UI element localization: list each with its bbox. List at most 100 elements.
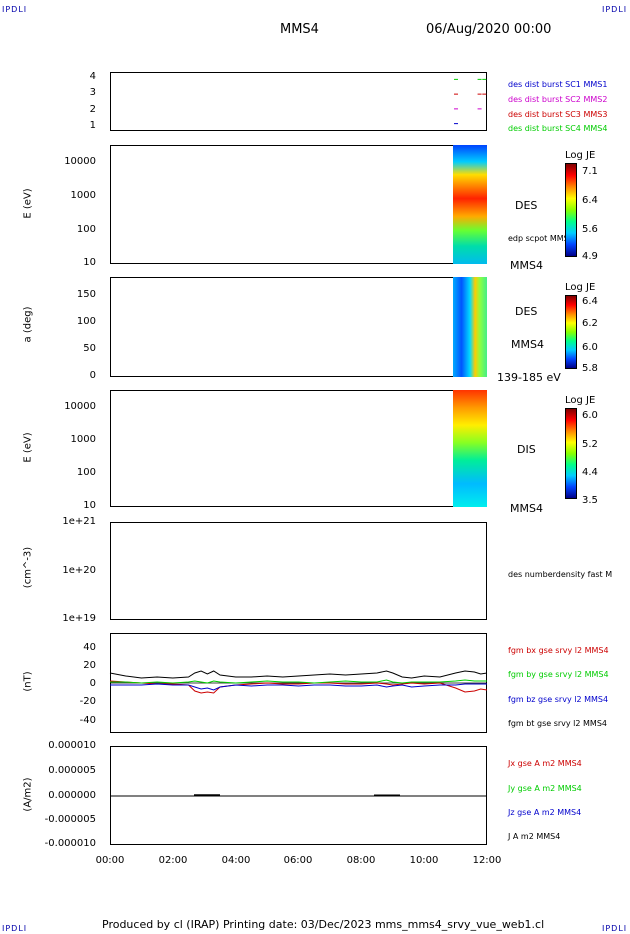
current-ytick: -0.000005 bbox=[44, 814, 96, 825]
dis-energy-panel bbox=[110, 390, 487, 507]
des-pitch-ytick: 150 bbox=[76, 289, 96, 300]
fgm-legend-bt: fgm bt gse srvy l2 MMS4 bbox=[508, 719, 607, 728]
x-tick: 10:00 bbox=[409, 855, 439, 866]
dis-energy-sc-label: MMS4 bbox=[510, 502, 543, 515]
corner-label-tl: IPDLI bbox=[2, 5, 28, 14]
current-ytick: 0.000000 bbox=[48, 790, 96, 801]
dis-energy-ytick: 10 bbox=[83, 500, 96, 511]
des-energy-panel bbox=[110, 145, 487, 264]
fgm-ytick: 0 bbox=[89, 678, 96, 689]
density-ytick: 1e+21 bbox=[62, 516, 96, 527]
availability-ytick: 2 bbox=[89, 104, 96, 115]
dis-energy-label: DIS bbox=[517, 443, 536, 456]
fgm-lines bbox=[109, 670, 488, 694]
current-legend-j: J A m2 MMS4 bbox=[508, 832, 561, 841]
corner-label-bl: IPDLI bbox=[2, 924, 28, 933]
des-energy-ytick: 10000 bbox=[64, 156, 96, 167]
des-pitch-cb-tick: 5.8 bbox=[582, 363, 598, 374]
legend-mms2: des dist burst SC2 MMS2 bbox=[508, 95, 608, 104]
dis-energy-cb-tick: 5.2 bbox=[582, 439, 598, 450]
fgm-legend-bz: fgm bz gse srvy l2 MMS4 bbox=[508, 695, 609, 704]
current-lines bbox=[110, 794, 487, 797]
corner-label-tr: IPDLI bbox=[602, 5, 628, 14]
legend-mms3: des dist burst SC3 MMS3 bbox=[508, 110, 608, 119]
availability-marks bbox=[454, 78, 487, 125]
fgm-legend-by: fgm by gse srvy l2 MMS4 bbox=[508, 670, 609, 679]
availability-ytick: 1 bbox=[89, 120, 96, 131]
dis-energy-colorbar bbox=[565, 408, 577, 499]
spacecraft-title: MMS4 bbox=[280, 22, 319, 37]
des-energy-ytick: 100 bbox=[76, 224, 96, 235]
corner-label-br: IPDLI bbox=[602, 924, 628, 933]
des-energy-cb-title: Log JE bbox=[565, 150, 596, 161]
des-pitch-colorbar bbox=[565, 295, 577, 369]
dis-energy-cb-title: Log JE bbox=[565, 395, 596, 406]
des-energy-cb-tick: 6.4 bbox=[582, 195, 598, 206]
dis-energy-ylabel: E (eV) bbox=[22, 432, 34, 463]
availability-panel bbox=[110, 72, 487, 131]
des-energy-colorbar bbox=[565, 163, 577, 257]
des-energy-sc-label: MMS4 bbox=[510, 259, 543, 272]
dis-energy-cb-tick: 6.0 bbox=[582, 410, 598, 421]
dis-energy-cb-tick: 4.4 bbox=[582, 467, 598, 478]
des-pitch-sc-label: MMS4 bbox=[511, 338, 544, 351]
fgm-series-line bbox=[109, 670, 488, 679]
des-energy-cb-tick: 7.1 bbox=[582, 166, 598, 177]
fgm-series-line bbox=[110, 683, 487, 691]
current-ylabel: (A/m2) bbox=[22, 777, 34, 812]
des-pitch-cb-tick: 6.4 bbox=[582, 296, 598, 307]
density-ylabel: (cm^-3) bbox=[22, 546, 34, 589]
des-pitch-ylabel: a (deg) bbox=[22, 306, 34, 343]
legend-mms4: des dist burst SC4 MMS4 bbox=[508, 124, 608, 133]
des-pitch-cb-tick: 6.0 bbox=[582, 342, 598, 353]
dis-energy-spectrogram bbox=[453, 390, 487, 507]
legend-mms1: des dist burst SC1 MMS1 bbox=[508, 80, 608, 89]
des-scpot-label: edp scpot MMS4 bbox=[508, 234, 574, 243]
des-pitch-cb-tick: 6.2 bbox=[582, 318, 598, 329]
des-pitch-label: DES bbox=[515, 305, 538, 318]
dis-energy-cb-tick: 3.5 bbox=[582, 495, 598, 506]
des-pitch-ytick: 50 bbox=[83, 343, 96, 354]
density-panel bbox=[110, 522, 487, 620]
des-pitch-cb-title: Log JE bbox=[565, 282, 596, 293]
des-energy-spectrogram bbox=[453, 145, 487, 264]
fgm-ytick: 40 bbox=[83, 642, 96, 653]
des-pitch-energy-range: 139-185 eV bbox=[497, 371, 561, 384]
availability-ytick: 4 bbox=[89, 71, 96, 82]
des-energy-ytick: 1000 bbox=[70, 190, 96, 201]
current-ytick: -0.000010 bbox=[44, 838, 96, 849]
density-legend: des numberdensity fast M bbox=[508, 570, 613, 579]
des-pitch-ytick: 0 bbox=[89, 370, 96, 381]
des-pitch-panel bbox=[110, 277, 487, 377]
x-tick: 00:00 bbox=[95, 855, 125, 866]
des-energy-cb-tick: 5.6 bbox=[582, 224, 598, 235]
current-legend-jx: Jx gse A m2 MMS4 bbox=[508, 759, 582, 768]
density-ytick: 1e+20 bbox=[62, 565, 96, 576]
des-energy-ylabel: E (eV) bbox=[22, 188, 34, 219]
dis-energy-ytick: 1000 bbox=[70, 434, 96, 445]
x-tick: 08:00 bbox=[346, 855, 376, 866]
dis-energy-ytick: 100 bbox=[76, 467, 96, 478]
current-ytick: 0.000010 bbox=[48, 740, 96, 751]
x-tick: 12:00 bbox=[472, 855, 502, 866]
fgm-ylabel: (nT) bbox=[22, 671, 34, 692]
des-pitch-spectrogram bbox=[453, 277, 487, 377]
dis-energy-ytick: 10000 bbox=[64, 401, 96, 412]
fgm-ytick: -40 bbox=[79, 715, 96, 726]
current-legend-jy: Jy gse A m2 MMS4 bbox=[508, 784, 582, 793]
fgm-series-line bbox=[109, 680, 488, 694]
availability-ytick: 3 bbox=[89, 87, 96, 98]
des-energy-ytick: 10 bbox=[83, 257, 96, 268]
density-ytick: 1e+19 bbox=[62, 613, 96, 624]
x-tick: 02:00 bbox=[158, 855, 188, 866]
fgm-legend-bx: fgm bx gse srvy l2 MMS4 bbox=[508, 646, 609, 655]
des-energy-cb-tick: 4.9 bbox=[582, 251, 598, 262]
fgm-ytick: 20 bbox=[83, 660, 96, 671]
current-ytick: 0.000005 bbox=[48, 765, 96, 776]
des-energy-label: DES bbox=[515, 199, 538, 212]
x-tick: 04:00 bbox=[221, 855, 251, 866]
footer-credits: Produced by cl (IRAP) Printing date: 03/… bbox=[102, 918, 545, 931]
x-tick: 06:00 bbox=[283, 855, 313, 866]
fgm-series-line bbox=[110, 679, 487, 684]
des-pitch-ytick: 100 bbox=[76, 316, 96, 327]
